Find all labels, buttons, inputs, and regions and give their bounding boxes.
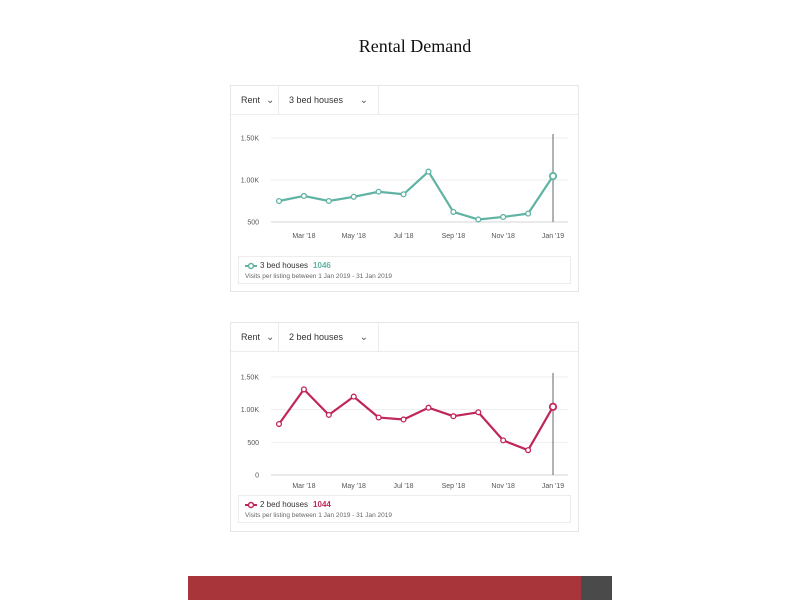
data-point bbox=[275, 197, 283, 205]
data-point bbox=[375, 414, 382, 421]
y-tick-label: 500 bbox=[247, 440, 259, 447]
series-line bbox=[278, 388, 554, 452]
x-tick-label: Mar '18 bbox=[292, 483, 315, 490]
x-tick-label: Nov '18 bbox=[491, 233, 515, 240]
property-type-label: 2 bed houses bbox=[289, 332, 344, 342]
chart-legend: 3 bed houses 1046 Visits per listing bet… bbox=[238, 256, 571, 284]
data-point bbox=[548, 172, 558, 181]
y-tick-label: 1.00K bbox=[241, 178, 260, 185]
x-tick-label: May '18 bbox=[342, 483, 366, 490]
data-point bbox=[325, 411, 332, 418]
page-title: Rental Demand bbox=[358, 36, 472, 56]
chart-toolbar: Rent ⌄ 2 bed houses ⌄ bbox=[231, 323, 578, 352]
x-tick-label: Jan '19 bbox=[542, 483, 564, 490]
property-type-dropdown[interactable]: 3 bed houses ⌄ bbox=[279, 86, 379, 114]
data-point bbox=[450, 413, 457, 420]
data-point bbox=[275, 420, 283, 428]
y-tick-label: 0 bbox=[255, 473, 259, 480]
data-point bbox=[425, 168, 432, 175]
data-point bbox=[350, 193, 357, 200]
x-tick-label: Jul '18 bbox=[394, 483, 414, 490]
data-point bbox=[300, 386, 307, 393]
listing-type-label: Rent bbox=[241, 95, 261, 105]
y-tick-label: 1.50K bbox=[241, 375, 260, 382]
listing-type-label: Rent bbox=[241, 332, 261, 342]
legend-value: 1046 bbox=[313, 261, 331, 270]
chart-legend: 2 bed houses 1044 Visits per listing bet… bbox=[238, 495, 571, 523]
chevron-down-icon: ⌄ bbox=[359, 331, 368, 343]
data-point bbox=[425, 404, 432, 411]
chevron-down-icon: ⌄ bbox=[266, 331, 275, 343]
footer-bar bbox=[188, 576, 581, 600]
y-tick-label: 1.50K bbox=[241, 136, 260, 143]
y-tick-label: 500 bbox=[247, 220, 259, 227]
data-point bbox=[375, 188, 382, 195]
data-point bbox=[300, 192, 307, 200]
chevron-down-icon: ⌄ bbox=[359, 94, 368, 106]
footer-bar-dark bbox=[581, 576, 612, 600]
chart-card-2bed: Rent ⌄ 2 bed houses ⌄ 0 500 1.00K 1.50K Mar … bbox=[230, 322, 579, 532]
data-point bbox=[525, 447, 532, 454]
data-point bbox=[500, 437, 507, 444]
legend-subtitle: Visits per listing between 1 Jan 2019 - … bbox=[245, 512, 392, 519]
data-point bbox=[325, 197, 332, 205]
x-tick-label: Sep '18 bbox=[442, 233, 466, 240]
data-point bbox=[525, 210, 532, 217]
legend-value: 1044 bbox=[313, 500, 331, 509]
series-marker-icon bbox=[245, 262, 257, 269]
property-type-label: 3 bed houses bbox=[289, 95, 344, 105]
property-type-dropdown[interactable]: 2 bed houses ⌄ bbox=[279, 323, 379, 351]
series-line bbox=[278, 170, 554, 221]
y-tick-label: 1.00K bbox=[241, 407, 260, 414]
x-tick-label: Mar '18 bbox=[292, 233, 315, 240]
listing-type-dropdown[interactable]: Rent ⌄ bbox=[231, 86, 279, 114]
x-tick-label: Nov '18 bbox=[491, 483, 515, 490]
legend-subtitle: Visits per listing between 1 Jan 2019 - … bbox=[245, 273, 392, 280]
chevron-down-icon: ⌄ bbox=[266, 94, 275, 106]
data-point bbox=[548, 402, 558, 411]
listing-type-dropdown[interactable]: Rent ⌄ bbox=[231, 323, 279, 351]
x-tick-label: Sep '18 bbox=[442, 483, 466, 490]
legend-label: 3 bed houses bbox=[260, 261, 309, 270]
data-point bbox=[350, 393, 357, 400]
data-point bbox=[400, 416, 407, 423]
x-tick-label: May '18 bbox=[342, 233, 366, 240]
data-point bbox=[475, 409, 482, 416]
data-point bbox=[400, 191, 407, 198]
series-marker-icon bbox=[245, 501, 257, 508]
line-chart-3bed: 500 1.00K 1.50K Mar '18 May '18 Jul '18 Sep '1… bbox=[241, 134, 568, 240]
chart-toolbar: Rent ⌄ 3 bed houses ⌄ bbox=[231, 86, 578, 115]
data-point bbox=[500, 213, 507, 221]
chart-card-3bed: Rent ⌄ 3 bed houses ⌄ 500 1.00K 1.50K Mar '… bbox=[230, 85, 579, 292]
data-point bbox=[450, 208, 457, 215]
x-tick-label: Jul '18 bbox=[394, 233, 414, 240]
legend-label: 2 bed houses bbox=[260, 500, 309, 509]
data-point bbox=[475, 216, 482, 223]
line-chart-2bed: 0 500 1.00K 1.50K Mar '18 May '18 Jul '18 Sep '… bbox=[241, 373, 568, 490]
x-tick-label: Jan '19 bbox=[542, 233, 564, 240]
